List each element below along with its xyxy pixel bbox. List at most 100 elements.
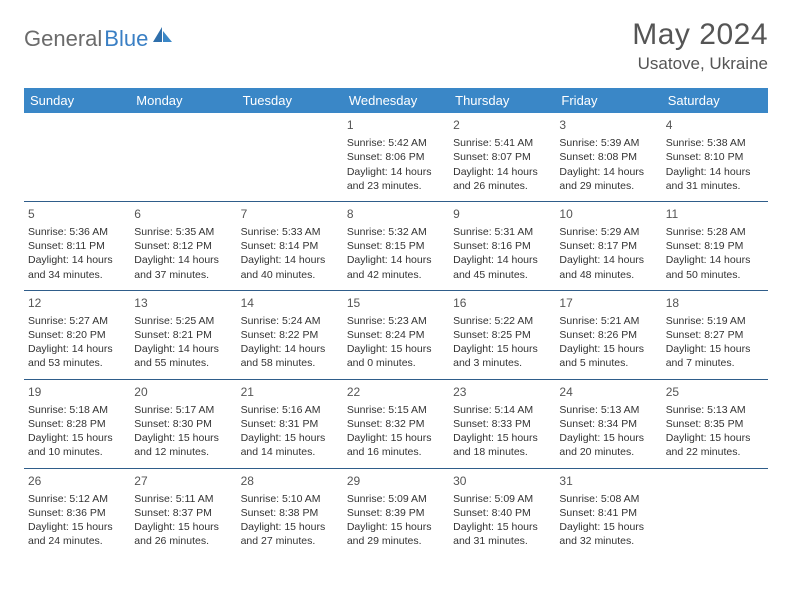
- daylight-line: Daylight: 15 hours and 12 minutes.: [134, 431, 232, 459]
- daylight-line: Daylight: 14 hours and 45 minutes.: [453, 253, 551, 281]
- sunrise-line: Sunrise: 5:09 AM: [347, 492, 445, 506]
- day-number: 22: [347, 384, 445, 400]
- brand-sail-icon: [152, 25, 174, 50]
- brand-logo: General Blue: [24, 18, 174, 52]
- sunrise-line: Sunrise: 5:10 AM: [241, 492, 339, 506]
- calendar-empty-cell: [237, 113, 343, 201]
- calendar-day-cell: 27Sunrise: 5:11 AMSunset: 8:37 PMDayligh…: [130, 468, 236, 556]
- calendar-day-cell: 6Sunrise: 5:35 AMSunset: 8:12 PMDaylight…: [130, 201, 236, 290]
- sunrise-line: Sunrise: 5:35 AM: [134, 225, 232, 239]
- day-number: 21: [241, 384, 339, 400]
- month-title: May 2024: [632, 18, 768, 52]
- day-number: 15: [347, 295, 445, 311]
- calendar-day-cell: 4Sunrise: 5:38 AMSunset: 8:10 PMDaylight…: [662, 113, 768, 201]
- sunrise-line: Sunrise: 5:23 AM: [347, 314, 445, 328]
- sunset-line: Sunset: 8:33 PM: [453, 417, 551, 431]
- calendar-week-row: 19Sunrise: 5:18 AMSunset: 8:28 PMDayligh…: [24, 379, 768, 468]
- calendar-day-cell: 11Sunrise: 5:28 AMSunset: 8:19 PMDayligh…: [662, 201, 768, 290]
- sunrise-line: Sunrise: 5:33 AM: [241, 225, 339, 239]
- calendar-day-cell: 5Sunrise: 5:36 AMSunset: 8:11 PMDaylight…: [24, 201, 130, 290]
- sunset-line: Sunset: 8:27 PM: [666, 328, 764, 342]
- daylight-line: Daylight: 15 hours and 3 minutes.: [453, 342, 551, 370]
- brand-text-general: General: [24, 26, 102, 52]
- calendar-day-cell: 14Sunrise: 5:24 AMSunset: 8:22 PMDayligh…: [237, 290, 343, 379]
- day-number: 14: [241, 295, 339, 311]
- calendar-table: SundayMondayTuesdayWednesdayThursdayFrid…: [24, 88, 768, 556]
- sunrise-line: Sunrise: 5:13 AM: [559, 403, 657, 417]
- day-number: 31: [559, 473, 657, 489]
- daylight-line: Daylight: 15 hours and 29 minutes.: [347, 520, 445, 548]
- sunset-line: Sunset: 8:37 PM: [134, 506, 232, 520]
- day-header: Saturday: [662, 88, 768, 113]
- calendar-day-cell: 30Sunrise: 5:09 AMSunset: 8:40 PMDayligh…: [449, 468, 555, 556]
- sunset-line: Sunset: 8:07 PM: [453, 150, 551, 164]
- sunset-line: Sunset: 8:26 PM: [559, 328, 657, 342]
- calendar-day-cell: 7 Sunrise: 5:33 AMSunset: 8:14 PMDaylight…: [237, 201, 343, 290]
- sunrise-line: Sunrise: 5:09 AM: [453, 492, 551, 506]
- sunrise-line: Sunrise: 5:16 AM: [241, 403, 339, 417]
- calendar-body: 1Sunrise: 5:42 AMSunset: 8:06 PMDaylight…: [24, 113, 768, 556]
- calendar-day-cell: 19Sunrise: 5:18 AMSunset: 8:28 PMDayligh…: [24, 379, 130, 468]
- sunrise-line: Sunrise: 5:13 AM: [666, 403, 764, 417]
- calendar-week-row: 12Sunrise: 5:27 AMSunset: 8:20 PMDayligh…: [24, 290, 768, 379]
- sunrise-line: Sunrise: 5:19 AM: [666, 314, 764, 328]
- title-block: May 2024 Usatove, Ukraine: [632, 18, 768, 74]
- daylight-line: Daylight: 15 hours and 27 minutes.: [241, 520, 339, 548]
- day-header: Sunday: [24, 88, 130, 113]
- sunset-line: Sunset: 8:31 PM: [241, 417, 339, 431]
- calendar-page: General Blue May 2024 Usatove, Ukraine S…: [0, 0, 792, 556]
- sunrise-line: Sunrise: 5:31 AM: [453, 225, 551, 239]
- daylight-line: Daylight: 15 hours and 20 minutes.: [559, 431, 657, 459]
- day-number: 10: [559, 206, 657, 222]
- sunset-line: Sunset: 8:24 PM: [347, 328, 445, 342]
- sunrise-line: Sunrise: 5:18 AM: [28, 403, 126, 417]
- calendar-day-cell: 28Sunrise: 5:10 AMSunset: 8:38 PMDayligh…: [237, 468, 343, 556]
- sunset-line: Sunset: 8:15 PM: [347, 239, 445, 253]
- daylight-line: Daylight: 15 hours and 16 minutes.: [347, 431, 445, 459]
- calendar-day-cell: 18Sunrise: 5:19 AMSunset: 8:27 PMDayligh…: [662, 290, 768, 379]
- daylight-line: Daylight: 15 hours and 24 minutes.: [28, 520, 126, 548]
- sunrise-line: Sunrise: 5:08 AM: [559, 492, 657, 506]
- calendar-week-row: 26Sunrise: 5:12 AMSunset: 8:36 PMDayligh…: [24, 468, 768, 556]
- day-number: 2: [453, 117, 551, 133]
- sunset-line: Sunset: 8:19 PM: [666, 239, 764, 253]
- daylight-line: Daylight: 14 hours and 23 minutes.: [347, 165, 445, 193]
- daylight-line: Daylight: 14 hours and 40 minutes.: [241, 253, 339, 281]
- daylight-line: Daylight: 15 hours and 26 minutes.: [134, 520, 232, 548]
- daylight-line: Daylight: 15 hours and 18 minutes.: [453, 431, 551, 459]
- calendar-day-cell: 13Sunrise: 5:25 AMSunset: 8:21 PMDayligh…: [130, 290, 236, 379]
- calendar-day-cell: 31Sunrise: 5:08 AMSunset: 8:41 PMDayligh…: [555, 468, 661, 556]
- daylight-line: Daylight: 15 hours and 31 minutes.: [453, 520, 551, 548]
- day-number: 29: [347, 473, 445, 489]
- calendar-day-cell: 12Sunrise: 5:27 AMSunset: 8:20 PMDayligh…: [24, 290, 130, 379]
- sunrise-line: Sunrise: 5:22 AM: [453, 314, 551, 328]
- day-number: 26: [28, 473, 126, 489]
- daylight-line: Daylight: 15 hours and 14 minutes.: [241, 431, 339, 459]
- daylight-line: Daylight: 14 hours and 50 minutes.: [666, 253, 764, 281]
- location-label: Usatove, Ukraine: [632, 54, 768, 74]
- calendar-day-cell: 16Sunrise: 5:22 AMSunset: 8:25 PMDayligh…: [449, 290, 555, 379]
- daylight-line: Daylight: 14 hours and 29 minutes.: [559, 165, 657, 193]
- sunrise-line: Sunrise: 5:32 AM: [347, 225, 445, 239]
- sunset-line: Sunset: 8:21 PM: [134, 328, 232, 342]
- sunrise-line: Sunrise: 5:29 AM: [559, 225, 657, 239]
- calendar-day-cell: 23Sunrise: 5:14 AMSunset: 8:33 PMDayligh…: [449, 379, 555, 468]
- daylight-line: Daylight: 14 hours and 26 minutes.: [453, 165, 551, 193]
- day-number: 1: [347, 117, 445, 133]
- day-number: 18: [666, 295, 764, 311]
- day-number: 13: [134, 295, 232, 311]
- sunrise-line: Sunrise: 5:14 AM: [453, 403, 551, 417]
- day-number: 7: [241, 206, 339, 222]
- sunrise-line: Sunrise: 5:36 AM: [28, 225, 126, 239]
- day-number: 8: [347, 206, 445, 222]
- daylight-line: Daylight: 14 hours and 55 minutes.: [134, 342, 232, 370]
- daylight-line: Daylight: 14 hours and 58 minutes.: [241, 342, 339, 370]
- sunset-line: Sunset: 8:14 PM: [241, 239, 339, 253]
- day-header: Monday: [130, 88, 236, 113]
- sunrise-line: Sunrise: 5:41 AM: [453, 136, 551, 150]
- calendar-day-cell: 17Sunrise: 5:21 AMSunset: 8:26 PMDayligh…: [555, 290, 661, 379]
- day-header: Friday: [555, 88, 661, 113]
- sunset-line: Sunset: 8:22 PM: [241, 328, 339, 342]
- daylight-line: Daylight: 15 hours and 0 minutes.: [347, 342, 445, 370]
- day-number: 27: [134, 473, 232, 489]
